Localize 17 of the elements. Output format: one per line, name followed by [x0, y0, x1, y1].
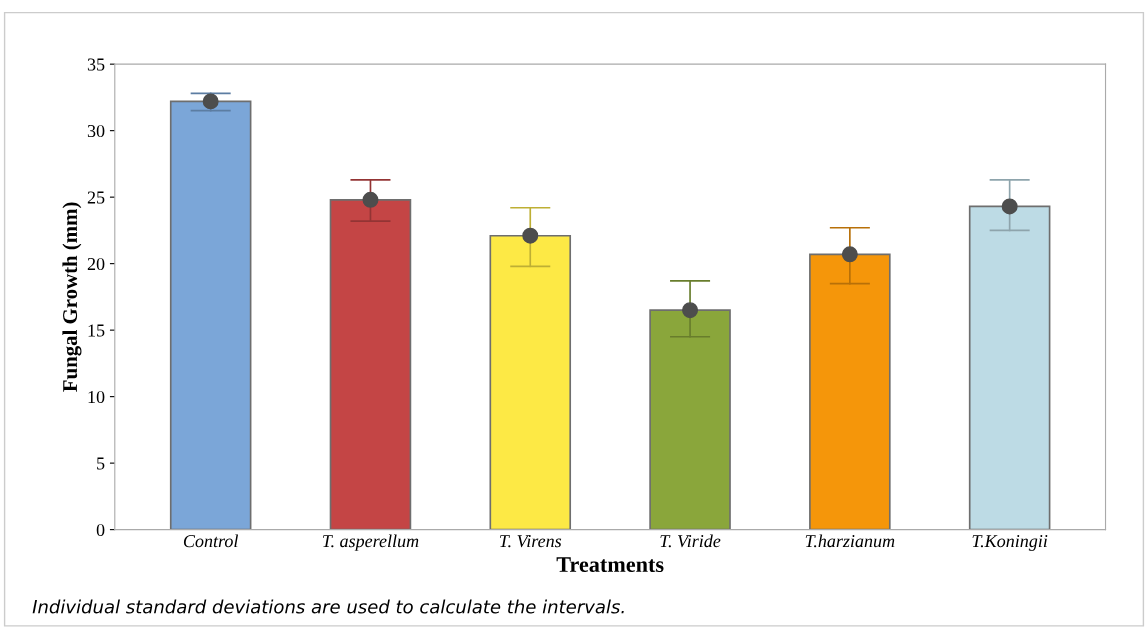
x-tick-label: T. Viride [660, 534, 721, 548]
x-tick-label: T.Koningii [972, 535, 1048, 551]
x-tick-label: T.harzianum [805, 534, 895, 548]
x-tick-label: T. Virens [500, 535, 562, 548]
y-tick-label: 30 [87, 124, 105, 138]
x-axis-title: Treatments [556, 557, 664, 573]
x-tick-label: Control [183, 534, 239, 548]
text: Individual standard deviations are used to calculate the intervals. [32, 599, 624, 614]
x-tick-label: T. asperellum [323, 534, 419, 551]
y-tick-label: 35 [87, 58, 105, 71]
y-tick-label: 0 [96, 523, 105, 537]
y-tick-label: 15 [88, 324, 105, 337]
y-axis-title: Fungal Growth (mm) [62, 202, 82, 392]
y-tick-label: 5 [97, 457, 105, 470]
y-tick-label: 25 [87, 191, 105, 204]
y-tick-label: 10 [88, 390, 105, 404]
y-tick-label: 20 [87, 257, 105, 271]
